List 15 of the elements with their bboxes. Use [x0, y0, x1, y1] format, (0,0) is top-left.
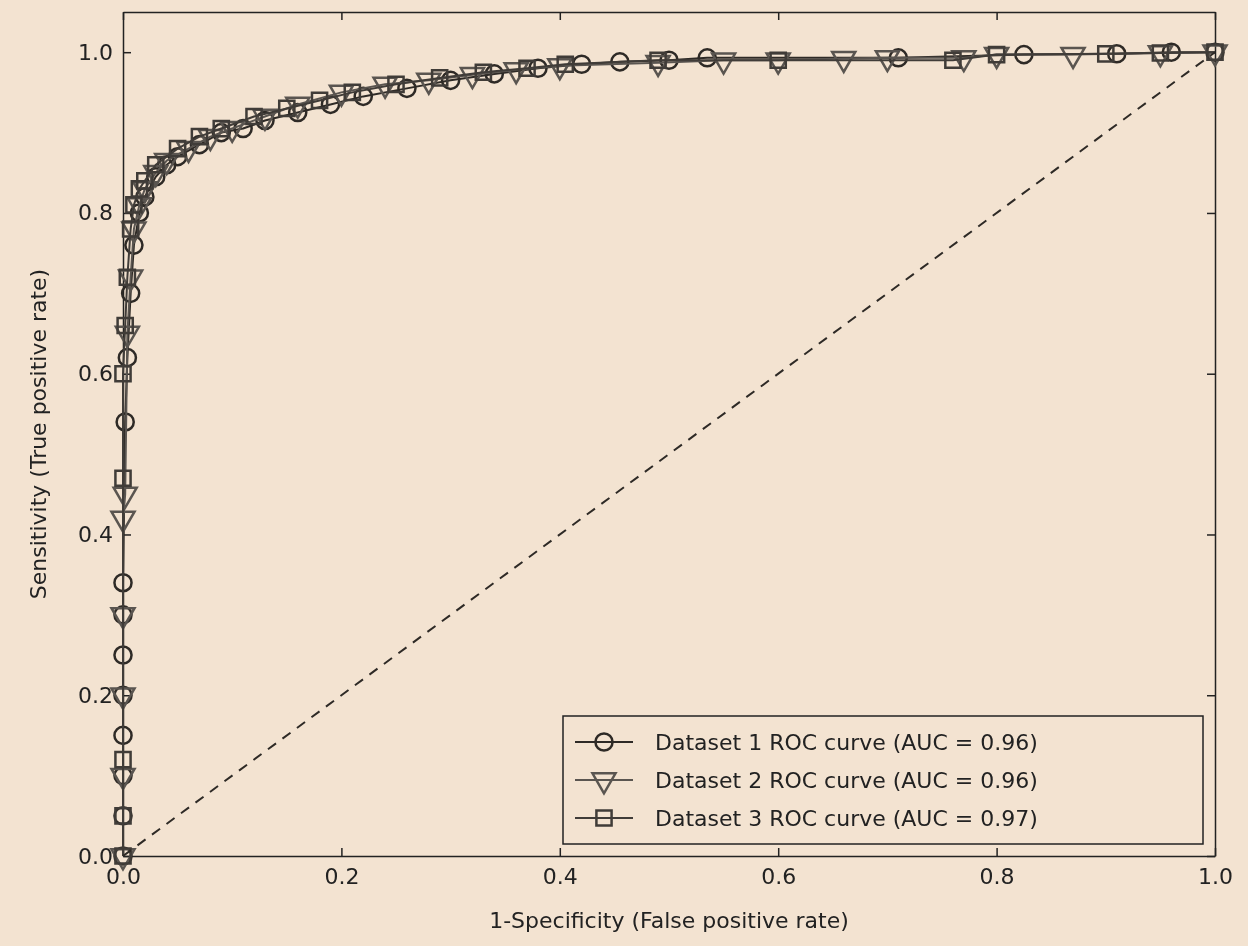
legend-label: Dataset 1 ROC curve (AUC = 0.96): [655, 729, 1038, 755]
x-tick-label: 0.8: [979, 863, 1015, 889]
y-tick-label: 0.6: [78, 361, 113, 387]
x-tick-label: 0.4: [542, 863, 578, 889]
legend-label: Dataset 2 ROC curve (AUC = 0.96): [655, 767, 1038, 793]
x-tick-label: 0.6: [761, 863, 797, 889]
y-tick-label: 0.8: [78, 200, 113, 226]
legend-label: Dataset 3 ROC curve (AUC = 0.97): [655, 805, 1038, 831]
y-tick-label: 0.4: [78, 522, 113, 548]
x-axis-title: 1-Specificity (False positive rate): [489, 908, 849, 933]
x-tick-label: 0.2: [324, 863, 360, 889]
y-tick-label: 1.0: [78, 39, 113, 65]
y-tick-label: 0.2: [78, 682, 113, 708]
y-axis-title: Sensitivity (True positive rate): [26, 268, 51, 600]
x-tick-label: 1.0: [1198, 863, 1233, 889]
